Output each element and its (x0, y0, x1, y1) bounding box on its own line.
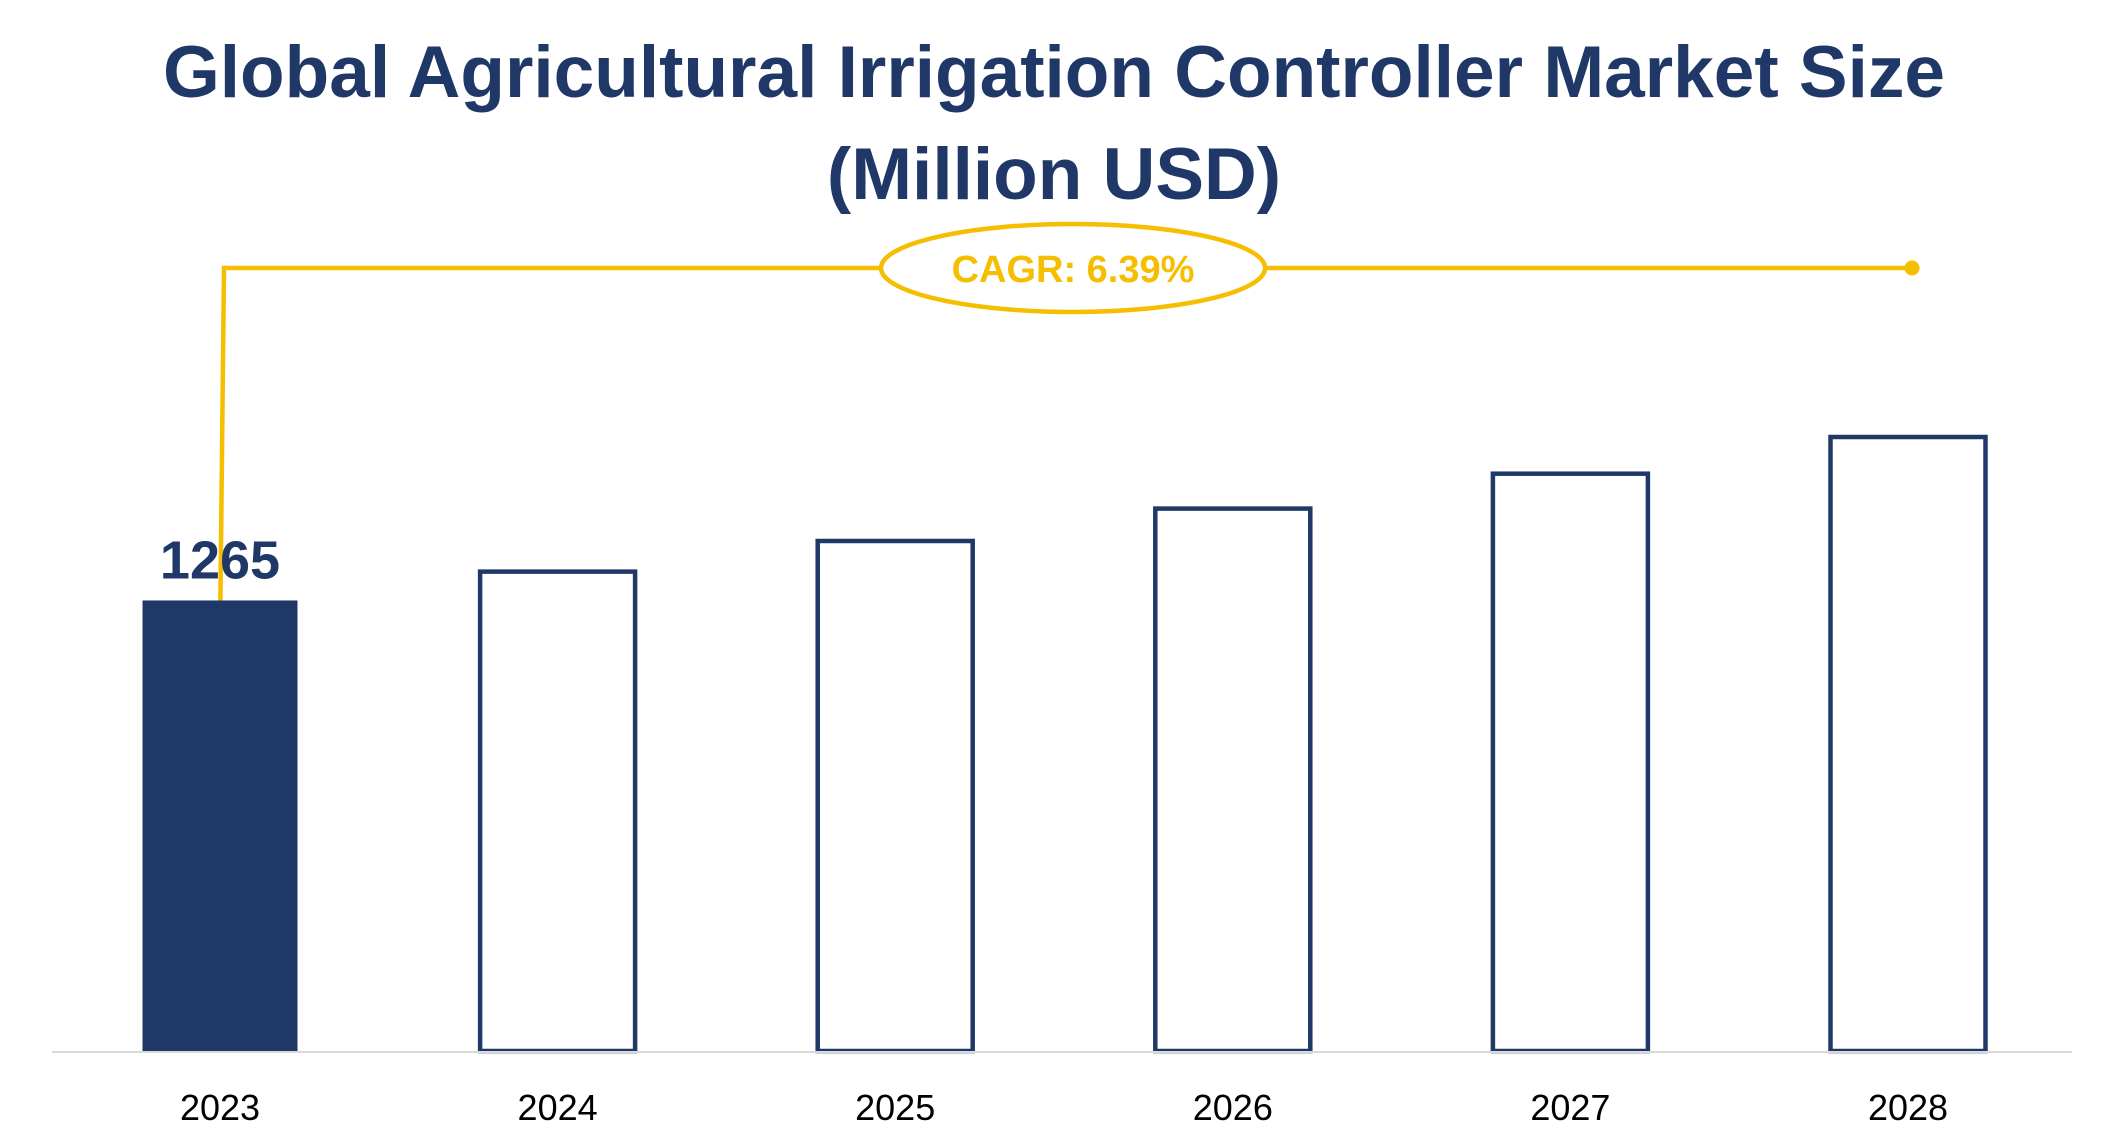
cagr-label: CAGR: 6.39% (952, 249, 1195, 291)
bar-2023 (142, 600, 298, 1051)
bar-2024 (477, 569, 638, 1054)
cagr-ellipse (878, 221, 1268, 315)
cagr-connector-left (217, 265, 881, 639)
tick-label-2028: 2028 (1868, 1087, 1948, 1127)
tick-label-2026: 2026 (1193, 1087, 1273, 1127)
bar-2026 (1153, 506, 1313, 1054)
x-axis-tick-labels: 2023 2024 2025 2026 2027 2028 (180, 1087, 1948, 1127)
data-labels: 1265 (160, 530, 280, 590)
bar-2027 (1490, 471, 1651, 1054)
cagr-end-dot (1904, 260, 1920, 276)
cagr-annotation: CAGR: 6.39% (212, 221, 1920, 646)
data-label-2023: 1265 (160, 530, 280, 590)
chart-title: Global Agricultural Irrigation Controlle… (0, 22, 2108, 226)
chart-title-line-1: Global Agricultural Irrigation Controlle… (162, 32, 1945, 113)
tick-label-2023: 2023 (180, 1087, 260, 1127)
bars (142, 434, 1988, 1054)
tick-label-2025: 2025 (855, 1087, 935, 1127)
tick-label-2024: 2024 (518, 1087, 598, 1127)
bar-2028 (1828, 434, 1988, 1054)
chart-title-line-2: (Million USD) (826, 134, 1282, 215)
bar-2025 (815, 538, 975, 1054)
tick-label-2027: 2027 (1530, 1087, 1610, 1127)
